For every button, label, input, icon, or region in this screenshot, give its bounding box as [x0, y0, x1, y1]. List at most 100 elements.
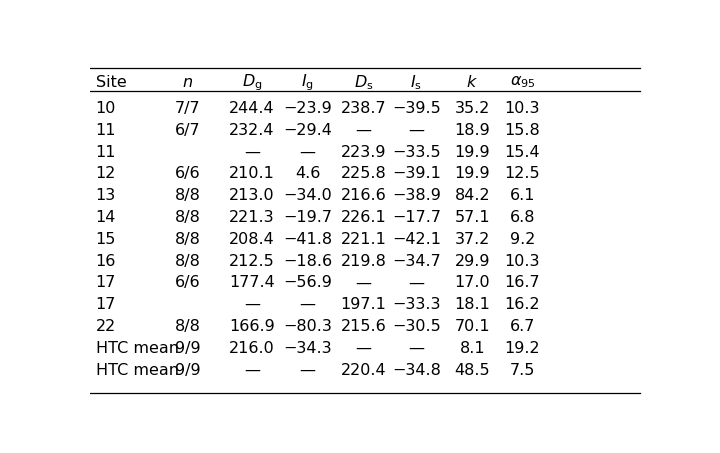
Text: 226.1: 226.1: [341, 210, 387, 225]
Text: —: —: [244, 362, 260, 377]
Text: −30.5: −30.5: [392, 319, 441, 334]
Text: −34.0: −34.0: [283, 188, 332, 203]
Text: 208.4: 208.4: [229, 232, 275, 247]
Text: 17.0: 17.0: [454, 275, 490, 290]
Text: 29.9: 29.9: [454, 254, 490, 269]
Text: 197.1: 197.1: [341, 297, 387, 312]
Text: 238.7: 238.7: [341, 101, 386, 116]
Text: −33.3: −33.3: [392, 297, 441, 312]
Text: −42.1: −42.1: [392, 232, 441, 247]
Text: −33.5: −33.5: [392, 145, 441, 159]
Text: 223.9: 223.9: [341, 145, 386, 159]
Text: 16: 16: [96, 254, 116, 269]
Text: 17: 17: [96, 297, 116, 312]
Text: $I_\mathrm{s}$: $I_\mathrm{s}$: [410, 73, 423, 92]
Text: 37.2: 37.2: [454, 232, 490, 247]
Text: 57.1: 57.1: [454, 210, 490, 225]
Text: 10: 10: [96, 101, 116, 116]
Text: 22: 22: [96, 319, 116, 334]
Text: 6.7: 6.7: [510, 319, 535, 334]
Text: 6/6: 6/6: [175, 275, 200, 290]
Text: 19.9: 19.9: [454, 166, 490, 181]
Text: −56.9: −56.9: [283, 275, 332, 290]
Text: —: —: [244, 297, 260, 312]
Text: 221.3: 221.3: [229, 210, 274, 225]
Text: −80.3: −80.3: [283, 319, 332, 334]
Text: 19.9: 19.9: [454, 145, 490, 159]
Text: 216.0: 216.0: [229, 341, 275, 356]
Text: 48.5: 48.5: [454, 362, 490, 377]
Text: 12.5: 12.5: [505, 166, 540, 181]
Text: —: —: [300, 297, 315, 312]
Text: $D_\mathrm{g}$: $D_\mathrm{g}$: [242, 72, 262, 92]
Text: 7.5: 7.5: [510, 362, 535, 377]
Text: $k$: $k$: [467, 74, 478, 90]
Text: $n$: $n$: [182, 75, 193, 90]
Text: 6/7: 6/7: [175, 123, 200, 138]
Text: $\alpha_{95}$: $\alpha_{95}$: [510, 74, 535, 90]
Text: 13: 13: [96, 188, 116, 203]
Text: −29.4: −29.4: [283, 123, 332, 138]
Text: —: —: [300, 362, 315, 377]
Text: 14: 14: [96, 210, 116, 225]
Text: —: —: [408, 341, 424, 356]
Text: 9/9: 9/9: [175, 341, 200, 356]
Text: 166.9: 166.9: [229, 319, 275, 334]
Text: −18.6: −18.6: [283, 254, 332, 269]
Text: 244.4: 244.4: [229, 101, 274, 116]
Text: 15.4: 15.4: [505, 145, 540, 159]
Text: —: —: [300, 145, 315, 159]
Text: 8/8: 8/8: [175, 232, 201, 247]
Text: 84.2: 84.2: [454, 188, 490, 203]
Text: −19.7: −19.7: [283, 210, 332, 225]
Text: $D_\mathrm{s}$: $D_\mathrm{s}$: [354, 73, 373, 92]
Text: 219.8: 219.8: [341, 254, 387, 269]
Text: 232.4: 232.4: [229, 123, 274, 138]
Text: 11: 11: [96, 123, 116, 138]
Text: 18.9: 18.9: [454, 123, 490, 138]
Text: 212.5: 212.5: [229, 254, 275, 269]
Text: 35.2: 35.2: [454, 101, 490, 116]
Text: −17.7: −17.7: [392, 210, 441, 225]
Text: 6/6: 6/6: [175, 166, 200, 181]
Text: 216.6: 216.6: [341, 188, 387, 203]
Text: 8/8: 8/8: [175, 254, 201, 269]
Text: 17: 17: [96, 275, 116, 290]
Text: —: —: [408, 123, 424, 138]
Text: 8/8: 8/8: [175, 188, 201, 203]
Text: 210.1: 210.1: [229, 166, 275, 181]
Text: 213.0: 213.0: [229, 188, 274, 203]
Text: —: —: [408, 275, 424, 290]
Text: 12: 12: [96, 166, 116, 181]
Text: −23.9: −23.9: [283, 101, 332, 116]
Text: −39.1: −39.1: [392, 166, 441, 181]
Text: 15: 15: [96, 232, 116, 247]
Text: −34.8: −34.8: [392, 362, 441, 377]
Text: 18.1: 18.1: [454, 297, 490, 312]
Text: —: —: [356, 123, 372, 138]
Text: 177.4: 177.4: [229, 275, 275, 290]
Text: 11: 11: [96, 145, 116, 159]
Text: Site: Site: [96, 75, 126, 90]
Text: −34.3: −34.3: [283, 341, 332, 356]
Text: 7/7: 7/7: [175, 101, 200, 116]
Text: 215.6: 215.6: [341, 319, 387, 334]
Text: 6.1: 6.1: [510, 188, 535, 203]
Text: 9.2: 9.2: [510, 232, 535, 247]
Text: —: —: [244, 145, 260, 159]
Text: 4.6: 4.6: [295, 166, 320, 181]
Text: 10.3: 10.3: [505, 101, 540, 116]
Text: 19.2: 19.2: [505, 341, 540, 356]
Text: 6.8: 6.8: [510, 210, 535, 225]
Text: −34.7: −34.7: [392, 254, 441, 269]
Text: −39.5: −39.5: [392, 101, 441, 116]
Text: 8/8: 8/8: [175, 210, 201, 225]
Text: −41.8: −41.8: [283, 232, 332, 247]
Text: 221.1: 221.1: [341, 232, 387, 247]
Text: —: —: [356, 341, 372, 356]
Text: 8.1: 8.1: [459, 341, 485, 356]
Text: 220.4: 220.4: [341, 362, 386, 377]
Text: 10.3: 10.3: [505, 254, 540, 269]
Text: 15.8: 15.8: [505, 123, 540, 138]
Text: 16.7: 16.7: [505, 275, 540, 290]
